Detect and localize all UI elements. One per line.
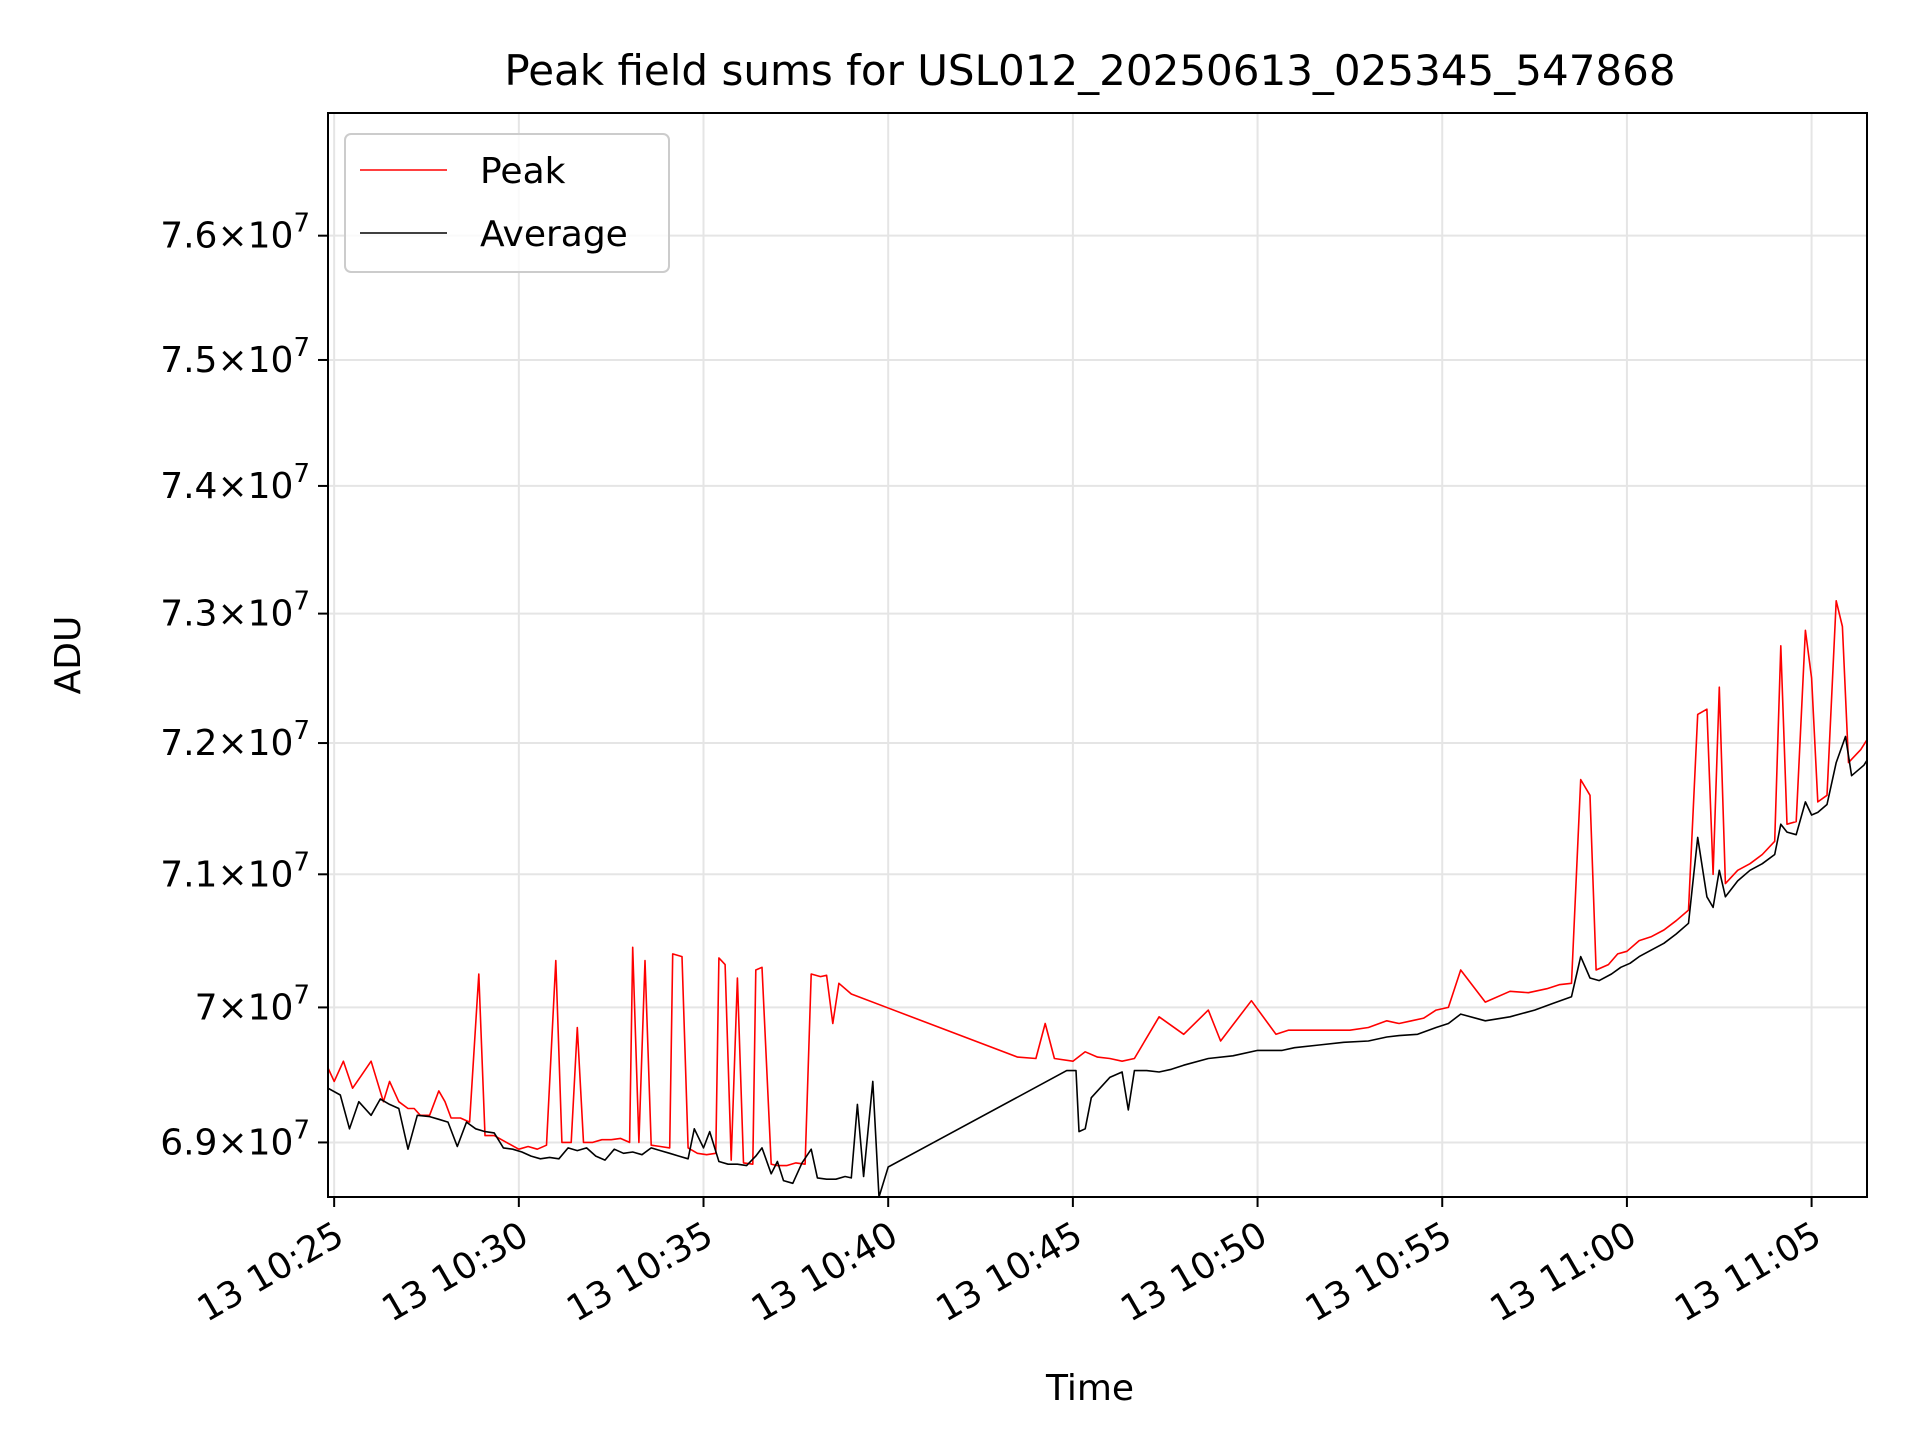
y-tick-exponent: 7: [293, 459, 310, 489]
y-tick-mantissa: 7.4: [160, 466, 217, 507]
y-tick-times-ten: ×10: [217, 466, 293, 507]
y-tick-label: 7.1×107: [160, 847, 310, 895]
y-tick-label: 7.5×107: [160, 333, 310, 381]
grid: [328, 113, 1867, 1197]
y-tick-mantissa: 7.3: [160, 594, 217, 635]
y-tick-label: 7.4×107: [160, 459, 310, 507]
y-tick-label: 7×107: [195, 980, 310, 1028]
y-tick-times-ten: ×10: [217, 340, 293, 381]
y-tick-label: 6.9×107: [160, 1115, 310, 1163]
y-tick-mantissa: 6.9: [160, 1122, 217, 1163]
y-tick-exponent: 7: [293, 209, 310, 239]
y-tick-exponent: 7: [293, 333, 310, 363]
y-tick-times-ten: ×10: [217, 594, 293, 635]
y-tick-exponent: 7: [293, 716, 310, 746]
y-tick-mantissa: 7.1: [160, 854, 217, 895]
y-tick-mantissa: 7.5: [160, 340, 217, 381]
y-tick-mantissa: 7: [195, 987, 218, 1028]
legend: Peak Average: [344, 133, 670, 273]
y-tick-label: 7.6×107: [160, 209, 310, 257]
y-tick-times-ten: ×10: [217, 723, 293, 764]
legend-box: [344, 133, 670, 273]
legend-label-peak: Peak: [480, 151, 566, 192]
y-tick-label: 7.2×107: [160, 716, 310, 764]
y-tick-exponent: 7: [293, 847, 310, 877]
series-line-peak: [328, 600, 1867, 1167]
y-tick-times-ten: ×10: [217, 854, 293, 895]
y-axis: 6.9×1077×1077.1×1077.2×1077.3×1077.4×107…: [160, 209, 328, 1163]
y-tick-mantissa: 7.2: [160, 723, 217, 764]
y-tick-mantissa: 7.6: [160, 216, 217, 257]
y-tick-times-ten: ×10: [217, 987, 293, 1028]
chart-title: Peak field sums for USL012_20250613_0253…: [504, 46, 1675, 95]
legend-label-average: Average: [480, 214, 628, 255]
plot-frame: [327, 112, 1868, 1198]
y-axis-label: ADU: [48, 616, 89, 695]
y-tick-exponent: 7: [293, 980, 310, 1010]
y-tick-times-ten: ×10: [217, 216, 293, 257]
x-axis-label: Time: [1045, 1368, 1134, 1409]
series-layer: [328, 600, 1867, 1197]
y-tick-times-ten: ×10: [217, 1122, 293, 1163]
y-tick-exponent: 7: [293, 1115, 310, 1145]
y-tick-exponent: 7: [293, 587, 310, 617]
series-line-average: [328, 735, 1867, 1197]
y-tick-label: 7.3×107: [160, 587, 310, 635]
